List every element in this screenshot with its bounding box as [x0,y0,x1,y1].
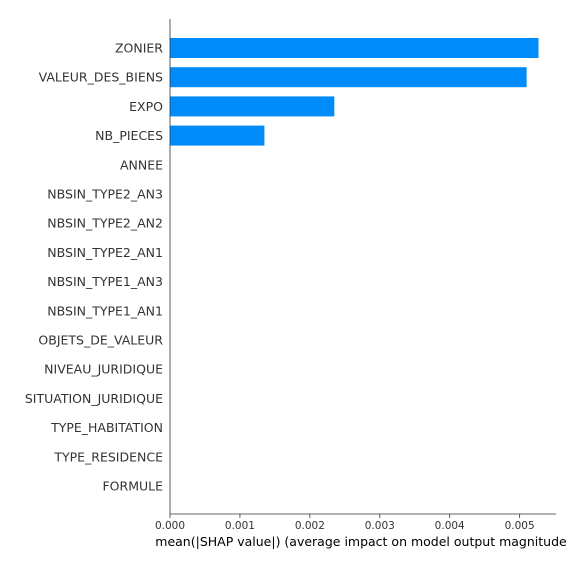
category-label: NBSIN_TYPE2_AN2 [47,216,163,231]
bar-nb-pieces [170,125,265,146]
category-label: OBJETS_DE_VALEUR [38,333,163,348]
x-tick-label: 0.004 [435,520,465,532]
bar-expo [170,96,335,117]
category-label: VALEUR_DES_BIENS [39,70,163,85]
category-labels: ZONIER VALEUR_DES_BIENS EXPO NB_PIECES ANNEE… [25,41,163,494]
bar-valeur-des-biens [170,67,527,88]
category-label: EXPO [129,99,163,114]
bar-zonier [170,38,539,58]
category-label: ANNEE [120,157,163,172]
category-label: SITUATION_JURIDIQUE [25,391,163,406]
category-label: NIVEAU_JURIDIQUE [44,362,163,377]
category-label: NBSIN_TYPE2_AN3 [47,187,163,202]
x-tick-label: 0.002 [295,520,325,532]
x-ticks: 0.000 0.001 0.002 0.003 0.004 0.005 [155,514,535,532]
category-label: NBSIN_TYPE2_AN1 [47,245,163,260]
category-label: ZONIER [115,41,163,56]
category-label: TYPE_RESIDENCE [53,449,163,464]
x-tick-label: 0.001 [225,520,255,532]
bars-layer [170,38,539,146]
category-label: NB_PIECES [95,128,163,143]
category-label: NBSIN_TYPE1_AN1 [47,303,163,318]
x-tick-label: 0.003 [365,520,395,532]
category-label: NBSIN_TYPE1_AN3 [47,274,163,289]
x-tick-label: 0.005 [505,520,535,532]
x-axis-title: mean(|SHAP value|) (average impact on mo… [155,534,567,549]
category-label: TYPE_HABITATION [50,420,163,435]
category-label: FORMULE [102,479,163,494]
x-tick-label: 0.000 [155,520,185,532]
